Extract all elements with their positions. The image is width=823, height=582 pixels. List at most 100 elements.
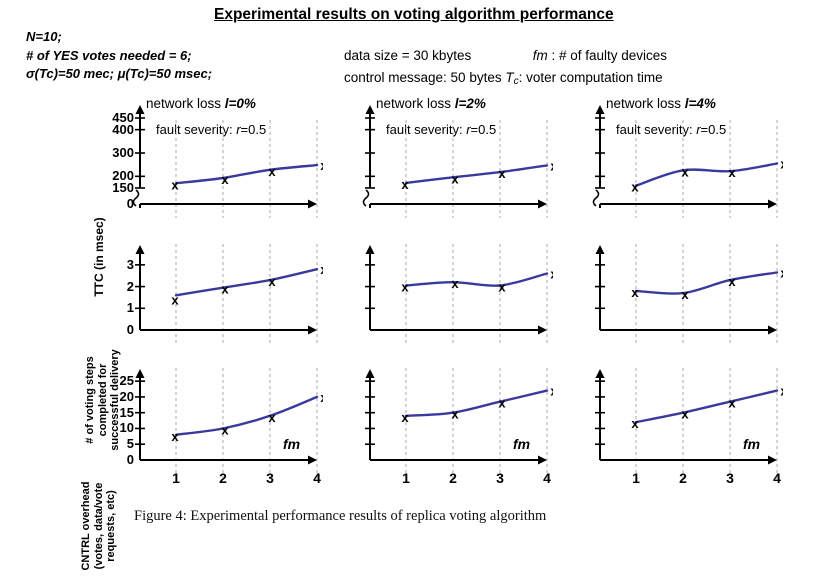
svg-text:x: x xyxy=(451,171,459,186)
y-tick-label: 20 xyxy=(119,388,134,404)
svg-text:x: x xyxy=(780,384,783,399)
svg-text:x: x xyxy=(451,407,459,422)
x-tick-label: 2 xyxy=(449,470,457,486)
y-tick-label: 0 xyxy=(126,196,134,211)
x-axis-label: fm xyxy=(743,436,761,452)
x-tick-label: 1 xyxy=(402,470,410,486)
y-tick-label: 25 xyxy=(119,373,134,389)
svg-text:x: x xyxy=(498,166,506,181)
x-tick-label: 2 xyxy=(679,470,687,486)
svg-text:x: x xyxy=(171,292,179,307)
plot-panel-r1-c2: x x x x xyxy=(578,244,783,356)
param-tc-symbol: T xyxy=(505,70,514,85)
y-tick-label: 300 xyxy=(112,145,134,160)
column-header-prefix: network loss xyxy=(606,96,685,111)
param-tc-definition: : voter computation time xyxy=(518,70,663,85)
parameters-right-block: data size = 30 kbytes fm : # of faulty d… xyxy=(344,45,667,93)
fault-severity-label-1: fault severity: r=0.5 xyxy=(386,122,496,137)
y-axis-label-row-2: CNTRL overhead (votes, data/vote requests,… xyxy=(80,470,118,582)
x-axis-label: fm xyxy=(283,436,301,452)
y-tick-label: 15 xyxy=(119,404,134,420)
svg-text:x: x xyxy=(320,390,323,405)
column-header-loss-value: l=0% xyxy=(224,96,256,111)
fault-severity-prefix: fault severity: xyxy=(156,122,237,137)
x-tick-label: 4 xyxy=(773,470,781,486)
y-tick-label: 10 xyxy=(119,420,134,436)
x-axis-label: fm xyxy=(513,436,531,452)
fault-severity-symbol: r xyxy=(696,122,701,137)
y-tick-label: 3 xyxy=(126,256,134,272)
y-tick-label: 150 xyxy=(112,180,134,195)
x-tick-label: 4 xyxy=(313,470,321,486)
y-axis-label-line: (votes, data/vote xyxy=(92,482,105,570)
svg-text:x: x xyxy=(221,282,229,297)
plot-panel-r2-c2: x x x x xyxy=(578,368,783,486)
svg-text:x: x xyxy=(320,262,323,277)
param-yes-votes: # of YES votes needed = 6; xyxy=(26,47,192,63)
y-tick-label: 5 xyxy=(126,436,134,452)
plot-panel-r2-c0: x x x x xyxy=(118,368,323,486)
column-header-loss-value: l=4% xyxy=(684,96,716,111)
column-header-2: network loss l=4% xyxy=(606,96,716,111)
y-tick-label: 450 xyxy=(112,110,134,125)
x-tick-label: 3 xyxy=(266,470,274,486)
y-tick-label: 2 xyxy=(126,278,134,294)
y-tick-label: 1 xyxy=(126,300,134,316)
fault-severity-symbol: r xyxy=(236,122,241,137)
svg-text:x: x xyxy=(780,157,783,172)
x-tick-label: 1 xyxy=(632,470,640,486)
column-header-0: network loss l=0% xyxy=(146,96,256,111)
svg-text:x: x xyxy=(268,164,276,179)
column-header-prefix: network loss xyxy=(376,96,455,111)
page-title: Experimental results on voting algorithm… xyxy=(214,6,614,23)
param-row-datasize: data size = 30 kbytes fm : # of faulty d… xyxy=(344,45,667,67)
y-tick-label: 0 xyxy=(126,452,134,467)
y-axis-label-line: CNTRL overhead xyxy=(80,481,92,571)
column-header-loss-value: l=2% xyxy=(454,96,486,111)
svg-text:x: x xyxy=(171,429,179,444)
svg-text:x: x xyxy=(401,410,409,425)
param-row-controlmsg: control message: 50 bytes Tc: voter comp… xyxy=(344,67,667,93)
svg-text:x: x xyxy=(268,274,276,289)
column-header-prefix: network loss xyxy=(146,96,225,111)
svg-text:x: x xyxy=(550,158,553,173)
svg-text:x: x xyxy=(320,158,323,173)
param-sigma-mu: σ(Tc)=50 mec; μ(Tc)=50 msec; xyxy=(26,66,213,81)
svg-text:x: x xyxy=(631,416,639,431)
param-data-size: data size = 30 kbytes xyxy=(344,48,472,63)
param-fm-symbol: fm xyxy=(532,48,548,63)
svg-text:x: x xyxy=(221,172,229,187)
plot-panel-r0-c1: x x x x xyxy=(348,104,553,230)
svg-text:x: x xyxy=(681,164,689,179)
fault-severity-symbol: r xyxy=(466,122,471,137)
svg-text:x: x xyxy=(681,407,689,422)
svg-text:x: x xyxy=(498,279,506,294)
svg-text:x: x xyxy=(451,276,459,291)
figure-page: Experimental results on voting algorithm… xyxy=(26,6,783,571)
plot-panel-r1-c0: x x x x xyxy=(118,244,323,356)
y-axis-label-line: requests, etc) xyxy=(105,490,117,562)
y-tick-label: 200 xyxy=(112,168,134,184)
svg-text:x: x xyxy=(550,267,553,282)
fault-severity-prefix: fault severity: xyxy=(386,122,467,137)
y-tick-label: 400 xyxy=(112,121,134,137)
svg-text:x: x xyxy=(728,396,736,411)
fault-severity-label-2: fault severity: r=0.5 xyxy=(616,122,726,137)
x-tick-label: 3 xyxy=(726,470,734,486)
x-tick-label: 1 xyxy=(172,470,180,486)
x-tick-label: 4 xyxy=(543,470,551,486)
svg-text:x: x xyxy=(631,285,639,300)
fault-severity-value: =0.5 xyxy=(240,122,267,137)
x-tick-label: 3 xyxy=(496,470,504,486)
column-header-1: network loss l=2% xyxy=(376,96,486,111)
svg-text:x: x xyxy=(631,180,639,195)
svg-text:x: x xyxy=(728,274,736,289)
plot-panel-r0-c2: x x x x xyxy=(578,104,783,230)
fault-severity-value: =0.5 xyxy=(700,122,727,137)
svg-text:x: x xyxy=(401,177,409,192)
x-tick-label: 2 xyxy=(219,470,227,486)
param-tc-subscript: c xyxy=(513,76,519,87)
plot-panel-r0-c0: x x x x xyxy=(118,104,323,230)
svg-text:x: x xyxy=(780,265,783,280)
svg-text:x: x xyxy=(550,384,553,399)
